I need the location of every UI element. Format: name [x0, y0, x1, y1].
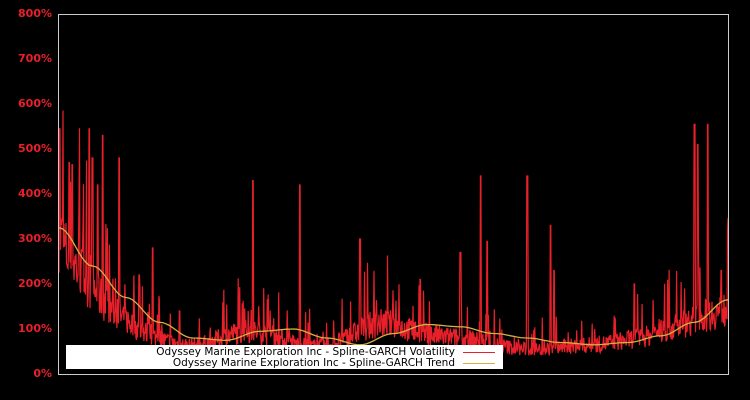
y-tick-label: 400% [18, 187, 52, 200]
trend-series [58, 227, 729, 346]
legend-label-volatility: Odyssey Marine Exploration Inc - Spline-… [156, 346, 455, 358]
y-tick-label: 500% [18, 142, 52, 155]
legend: Odyssey Marine Exploration Inc - Spline-… [66, 345, 503, 369]
y-tick-label: 600% [18, 97, 52, 110]
legend-item-trend: Odyssey Marine Exploration Inc - Spline-… [173, 357, 495, 369]
volatility-series [58, 110, 729, 356]
y-tick-label: 0% [33, 367, 52, 380]
y-tick-label: 300% [18, 232, 52, 245]
legend-swatch-trend [463, 362, 495, 364]
y-tick-label: 200% [18, 277, 52, 290]
y-tick-label: 100% [18, 322, 52, 335]
legend-label-trend: Odyssey Marine Exploration Inc - Spline-… [172, 357, 455, 369]
y-tick-label: 700% [18, 52, 52, 65]
plot-frame [58, 14, 729, 375]
legend-item-volatility: Odyssey Marine Exploration Inc - Spline-… [156, 346, 495, 358]
y-tick-label: 800% [18, 7, 52, 20]
legend-swatch-volatility [463, 351, 495, 353]
